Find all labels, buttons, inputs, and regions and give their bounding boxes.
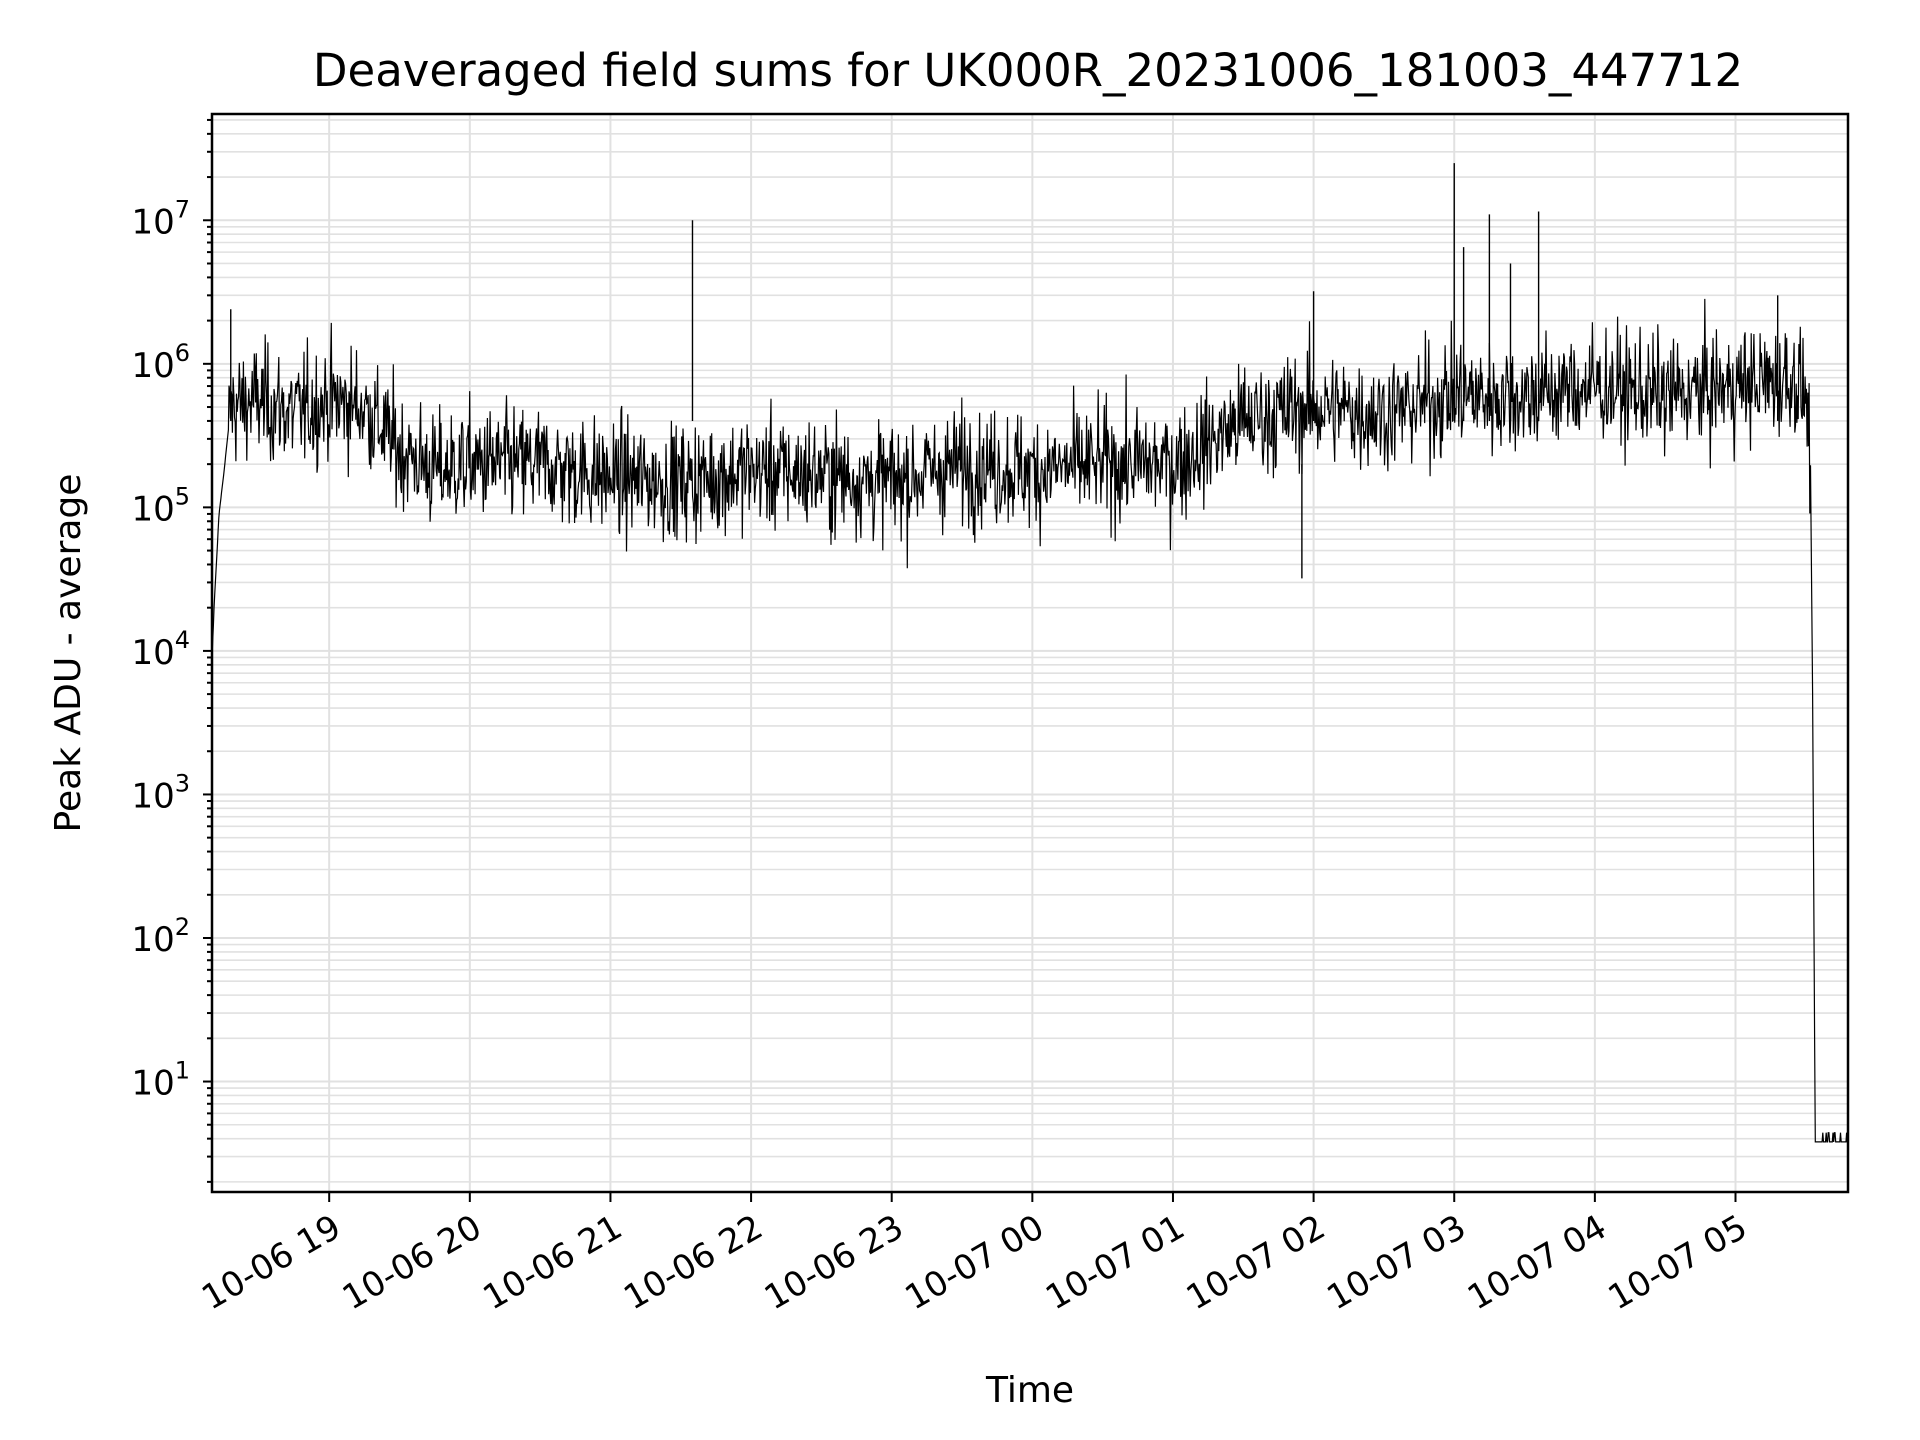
chart-title: Deaveraged field sums for UK000R_2023100… xyxy=(313,44,1743,97)
y-axis: 101 102 103 104 105 106 107 xyxy=(131,118,212,1183)
grid xyxy=(212,114,1848,1192)
y-tick-label: 107 xyxy=(131,195,190,242)
y-tick-label: 105 xyxy=(131,482,190,529)
series-line xyxy=(212,298,1848,1143)
y-tick-label: 103 xyxy=(131,769,190,816)
plot-frame xyxy=(210,112,1850,1194)
y-tick-label: 106 xyxy=(131,339,190,386)
y-tick-label: 104 xyxy=(131,626,190,673)
x-axis-label: Time xyxy=(985,1370,1074,1411)
data-layer xyxy=(212,163,1848,1143)
y-tick-label: 101 xyxy=(131,1057,190,1104)
y-tick-label: 102 xyxy=(131,913,190,960)
y-axis-label: Peak ADU - average xyxy=(48,474,89,833)
